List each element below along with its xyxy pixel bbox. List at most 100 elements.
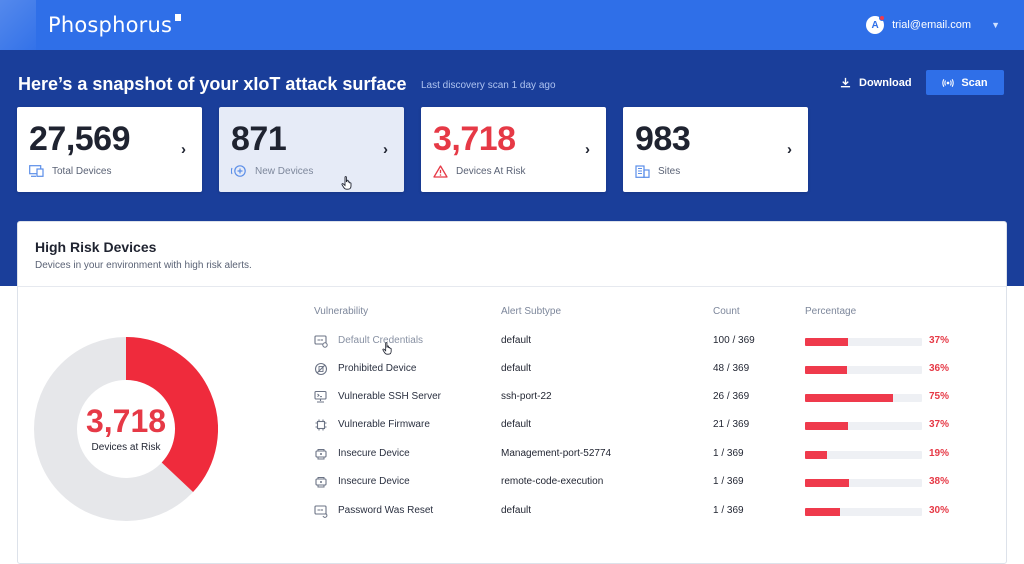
panel-header: High Risk Devices Devices in your enviro… bbox=[18, 222, 1006, 287]
table-row[interactable]: Vulnerable SSH Server ssh-port-22 26 / 3… bbox=[18, 387, 1008, 407]
insecure-device-icon bbox=[315, 449, 327, 460]
percentage-bar-fill bbox=[805, 422, 849, 430]
stat-label: Sites bbox=[658, 166, 681, 177]
vulnerability-name[interactable]: Insecure Device bbox=[338, 476, 410, 487]
percentage-value: 36% bbox=[929, 363, 950, 374]
alert-subtype: default bbox=[501, 335, 532, 346]
radar-icon bbox=[942, 78, 955, 87]
percentage-bar bbox=[805, 338, 922, 346]
stat-label: Total Devices bbox=[52, 165, 112, 177]
table-row[interactable]: Default Credentials default 100 / 369 37… bbox=[18, 331, 1008, 351]
vulnerability-name[interactable]: Vulnerable Firmware bbox=[338, 419, 430, 430]
percentage-bar-fill bbox=[805, 366, 848, 374]
percentage-bar bbox=[805, 394, 922, 402]
avatar[interactable]: A bbox=[866, 15, 886, 34]
add-circle-icon bbox=[231, 165, 246, 177]
chevron-right-icon: › bbox=[787, 141, 792, 158]
percentage-bar bbox=[805, 366, 922, 374]
percentage-bar bbox=[805, 508, 922, 516]
alert-count: 21 / 369 bbox=[713, 419, 750, 430]
alert-count: 48 / 369 bbox=[713, 363, 750, 374]
user-menu[interactable]: A trial@email.com ▼ bbox=[866, 15, 1000, 34]
percentage-bar bbox=[805, 422, 922, 430]
alert-count: 1 / 369 bbox=[713, 505, 744, 516]
percentage-value: 37% bbox=[929, 335, 950, 346]
vulnerability-name[interactable]: Vulnerable SSH Server bbox=[338, 391, 442, 402]
percentage-bar-fill bbox=[805, 338, 849, 346]
percentage-value: 30% bbox=[929, 505, 950, 516]
column-header-vulnerability[interactable]: Vulnerability bbox=[314, 306, 369, 317]
download-label: Download bbox=[859, 76, 912, 89]
percentage-value: 38% bbox=[929, 476, 950, 487]
stat-value: 983 bbox=[635, 120, 691, 158]
percentage-bar-fill bbox=[805, 394, 893, 402]
prohibited-icon bbox=[314, 362, 328, 376]
hand-cursor-icon bbox=[382, 342, 392, 355]
scan-label: Scan bbox=[961, 76, 988, 89]
chevron-right-icon: › bbox=[181, 141, 186, 158]
table-row[interactable]: Vulnerable Firmware default 21 / 369 37% bbox=[18, 415, 1008, 435]
vulnerability-name[interactable]: Password Was Reset bbox=[338, 505, 434, 516]
column-header-count[interactable]: Count bbox=[713, 306, 740, 317]
percentage-value: 37% bbox=[929, 419, 950, 430]
vulnerability-name[interactable]: Default Credentials bbox=[338, 335, 424, 346]
table-row[interactable]: Prohibited Device default 48 / 369 36% bbox=[18, 359, 1008, 379]
insecure-device-icon bbox=[315, 477, 327, 488]
download-icon bbox=[840, 77, 851, 88]
stat-card-devices-at-risk[interactable]: 3,718 Devices At Risk › bbox=[421, 107, 606, 192]
alert-subtype: default bbox=[501, 419, 532, 430]
percentage-bar bbox=[805, 479, 922, 487]
hand-cursor-icon bbox=[341, 176, 352, 190]
firmware-chip-icon bbox=[315, 419, 327, 431]
logo-square-icon bbox=[175, 14, 182, 21]
alert-subtype: remote-code-execution bbox=[501, 476, 604, 487]
stat-card-total-devices[interactable]: 27,569 Total Devices › bbox=[17, 107, 202, 192]
devices-icon bbox=[29, 165, 44, 177]
risk-donut-chart bbox=[34, 337, 218, 521]
percentage-value: 19% bbox=[929, 448, 950, 459]
panel-title: High Risk Devices bbox=[35, 239, 157, 255]
avatar-initial: A bbox=[871, 19, 879, 31]
donut-center: 3,718 Devices at Risk bbox=[34, 337, 218, 521]
page-title: Here’s a snapshot of your xIoT attack su… bbox=[18, 74, 407, 94]
credentials-icon bbox=[314, 335, 328, 348]
stat-value: 3,718 bbox=[433, 120, 516, 158]
stat-card-sites[interactable]: 983 Sites › bbox=[623, 107, 808, 192]
scan-status: Last discovery scan 1 day ago bbox=[421, 80, 556, 91]
percentage-bar-fill bbox=[805, 508, 841, 516]
alert-subtype: default bbox=[501, 505, 532, 516]
download-button[interactable]: Download bbox=[830, 70, 922, 95]
table-row[interactable]: Insecure Device remote-code-execution 1 … bbox=[18, 472, 1008, 492]
chevron-down-icon[interactable]: ▼ bbox=[991, 20, 1000, 30]
stat-label: Devices At Risk bbox=[456, 166, 526, 177]
vulnerability-name[interactable]: Prohibited Device bbox=[338, 363, 417, 374]
user-email[interactable]: trial@email.com bbox=[892, 19, 972, 31]
logo-decoration bbox=[0, 0, 36, 50]
donut-risk-arc bbox=[125, 337, 218, 492]
chevron-right-icon: › bbox=[383, 141, 388, 158]
table-row[interactable]: Password Was Reset default 1 / 369 30% bbox=[18, 501, 1008, 521]
alert-subtype: default bbox=[501, 363, 532, 374]
scan-button[interactable]: Scan bbox=[926, 70, 1004, 95]
alert-count: 1 / 369 bbox=[713, 448, 744, 459]
high-risk-devices-panel: High Risk Devices Devices in your enviro… bbox=[17, 221, 1007, 564]
top-bar: Phosphorus A trial@email.com ▼ bbox=[0, 0, 1024, 50]
app-logo[interactable]: Phosphorus bbox=[48, 13, 182, 37]
server-icon bbox=[314, 390, 327, 403]
vulnerability-name[interactable]: Insecure Device bbox=[338, 448, 410, 459]
donut-label: Devices at Risk bbox=[91, 442, 161, 453]
warning-icon bbox=[433, 165, 448, 178]
alert-count: 26 / 369 bbox=[713, 391, 750, 402]
stat-card-new-devices[interactable]: 871 New Devices › bbox=[219, 107, 404, 192]
password-reset-icon bbox=[314, 505, 328, 518]
column-header-percentage[interactable]: Percentage bbox=[805, 306, 857, 317]
notification-dot bbox=[879, 15, 886, 21]
panel-subtitle: Devices in your environment with high ri… bbox=[35, 260, 252, 271]
table-row[interactable]: Insecure Device Management-port-52774 1 … bbox=[18, 444, 1008, 464]
alert-count: 100 / 369 bbox=[713, 335, 755, 346]
logo-text: Phosphorus bbox=[48, 13, 173, 37]
stat-value: 27,569 bbox=[29, 120, 131, 158]
column-header-alert-subtype[interactable]: Alert Subtype bbox=[501, 306, 562, 317]
chevron-right-icon: › bbox=[585, 141, 590, 158]
stat-value: 871 bbox=[231, 120, 287, 158]
